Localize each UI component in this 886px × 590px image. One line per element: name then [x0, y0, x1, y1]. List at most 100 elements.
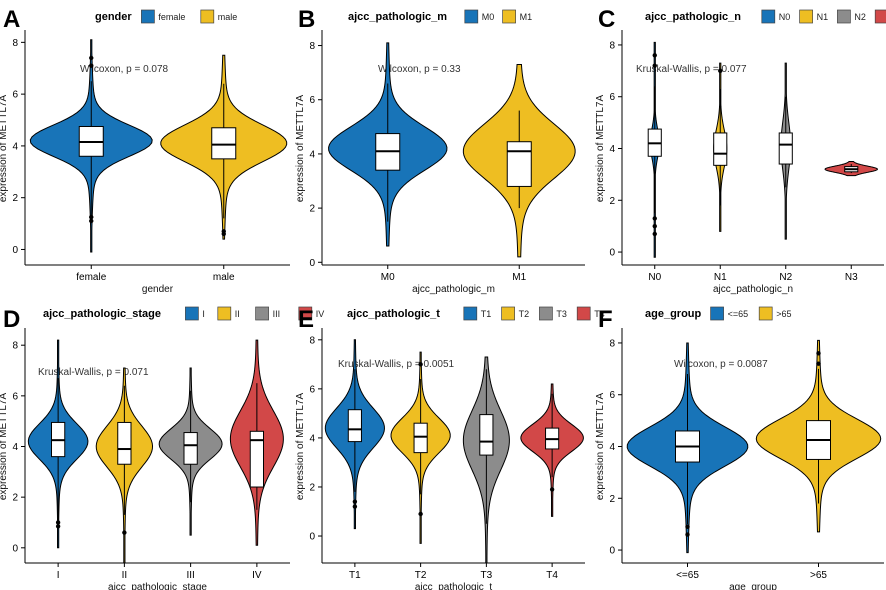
box-n1 [713, 132, 728, 166]
legend-key-m0 [464, 9, 479, 24]
y-axis-title: expression of METTL7A [0, 95, 9, 203]
y-axis-title: expression of METTL7A [595, 393, 606, 501]
outlier-point [352, 499, 358, 504]
x-tick-label-n2: N2 [779, 272, 792, 283]
legend-key-n1 [799, 9, 813, 24]
box-iii [183, 432, 198, 465]
y-tick-label: 0 [609, 546, 615, 557]
y-tick-label: 2 [609, 196, 615, 207]
x-tick-label-le65: <=65 [676, 570, 699, 581]
y-tick-label: 2 [12, 493, 18, 504]
legend-key-i [185, 306, 199, 321]
y-tick-label: 8 [12, 38, 18, 49]
y-tick-label: 6 [12, 90, 18, 101]
x-axis-title: ajcc_pathologic_t [415, 582, 492, 590]
legend-title: gender [95, 11, 132, 23]
legend-key-n0 [761, 9, 776, 24]
test-annotation: Wilcoxon, p = 0.078 [80, 64, 169, 75]
x-tick-label-iv: IV [252, 570, 262, 581]
legend-label-n2: N2 [854, 12, 866, 22]
outlier-point [55, 520, 61, 525]
outlier-point [652, 53, 657, 58]
y-tick-label: 2 [309, 204, 315, 215]
x-tick-label-iii: III [186, 570, 194, 581]
legend: gender female male [95, 9, 237, 24]
y-tick-label: 2 [309, 482, 315, 493]
outlier-point [816, 361, 821, 366]
legend-label-iv: IV [316, 309, 325, 319]
outlier-point [685, 532, 690, 537]
y-tick-label: 0 [12, 543, 18, 554]
y-tick-label: 8 [12, 341, 18, 352]
y-tick-label: 6 [309, 95, 315, 106]
test-annotation: Kruskal-Wallis, p = 0.077 [636, 64, 747, 75]
outlier-point [352, 504, 358, 509]
test-annotation: Wilcoxon, p = 0.33 [378, 64, 461, 75]
y-tick-label: 8 [609, 338, 615, 349]
outlier-point [718, 68, 723, 74]
legend-label-n1: N1 [817, 12, 829, 22]
outlier-point [685, 524, 690, 529]
x-tick-label-n3: N3 [845, 272, 858, 283]
y-tick-label: 0 [309, 532, 315, 543]
outlier-point [55, 524, 61, 529]
legend-label-gt65: >65 [776, 309, 791, 319]
legend-key-n3 [874, 9, 886, 24]
y-tick-label: 6 [12, 391, 18, 402]
y-tick-label: 8 [309, 41, 315, 52]
box-t1 [347, 409, 362, 443]
legend: ajcc_pathologic_t T1 T2 T3 T4 [347, 306, 605, 321]
legend-label-iii: III [273, 309, 281, 319]
x-tick-label-i: I [57, 570, 60, 581]
legend-key-t1 [463, 306, 478, 321]
outlier-point [652, 231, 657, 237]
legend-key-t3 [539, 306, 553, 321]
legend: ajcc_pathologic_stage I II III IV [43, 306, 325, 321]
panel-label: F [598, 306, 613, 333]
legend-title: ajcc_pathologic_t [347, 308, 440, 320]
legend-label-t1: T1 [481, 309, 492, 319]
x-tick-label-t1: T1 [349, 570, 361, 581]
outlier-point [816, 351, 821, 356]
legend-label-t4: T4 [594, 309, 605, 319]
y-tick-label: 6 [609, 92, 615, 103]
x-axis-title: ajcc_pathologic_n [713, 284, 793, 295]
y-axis-title: expression of METTL7A [295, 95, 306, 203]
y-tick-label: 0 [609, 248, 615, 259]
legend-label-ii: II [235, 309, 240, 319]
box-ii [117, 421, 132, 465]
y-tick-label: 2 [12, 193, 18, 204]
y-tick-label: 2 [609, 494, 615, 505]
panel-label: C [598, 6, 615, 33]
legend-label-t2: T2 [519, 309, 530, 319]
y-axis-title: expression of METTL7A [595, 95, 606, 203]
x-tick-label-gt65: >65 [810, 570, 827, 581]
outlier-point [652, 63, 657, 68]
y-tick-label: 4 [609, 442, 615, 453]
test-annotation: Wilcoxon, p = 0.0087 [674, 359, 768, 370]
legend-key-m1 [502, 9, 516, 24]
legend-label-m1: M1 [520, 12, 533, 22]
outlier-point [89, 55, 94, 61]
y-tick-label: 4 [309, 433, 315, 444]
box-t2 [413, 422, 428, 454]
x-tick-label-male: male [213, 272, 235, 283]
box-t3 [479, 414, 494, 456]
box-male [211, 127, 237, 160]
legend-key-female [141, 9, 155, 24]
legend: ajcc_pathologic_nN0N1N2N3 [645, 9, 886, 24]
legend-key-iii [255, 306, 269, 321]
legend-label-le65: <=65 [728, 309, 749, 319]
legend-key-le65 [710, 306, 724, 321]
y-tick-label: 4 [12, 141, 18, 152]
panel-label: B [298, 6, 315, 33]
outlier-point [418, 511, 423, 517]
panel-label: D [3, 306, 20, 333]
y-tick-label: 0 [309, 258, 315, 269]
y-axis-title: expression of METTL7A [0, 393, 9, 501]
legend-title: ajcc_pathologic_m [348, 11, 447, 23]
legend-label-female: female [158, 12, 185, 22]
legend: age_group <=65 >65 [645, 306, 791, 321]
